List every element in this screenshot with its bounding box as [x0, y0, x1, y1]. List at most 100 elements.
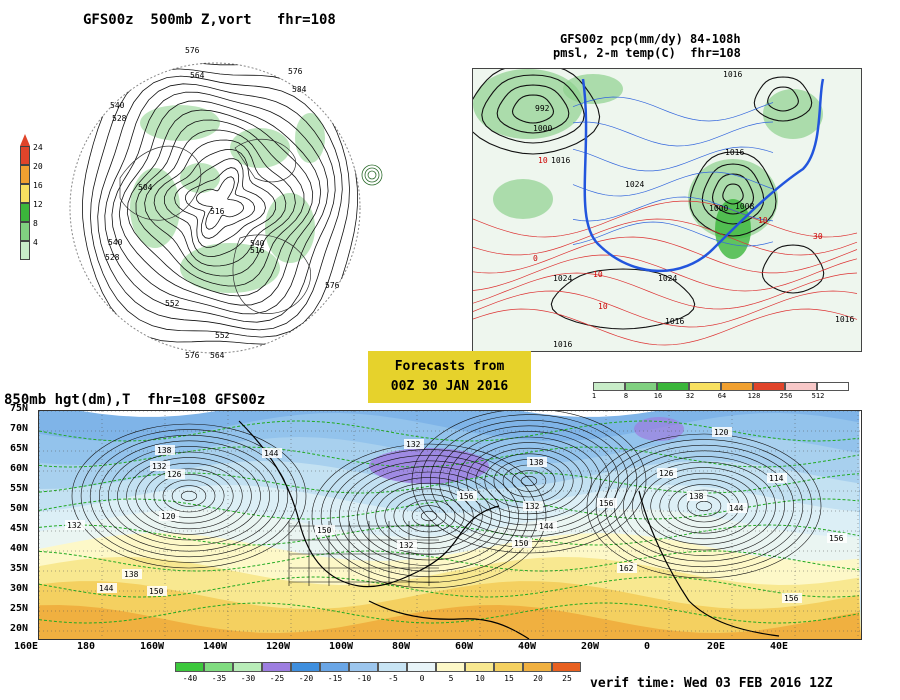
h850-height-label: 156 [599, 499, 614, 508]
h850-map: 138 132 126 120 132 144 132 138 156 132 120 126 138 1… [38, 410, 862, 640]
lat-label: 65N [10, 443, 29, 454]
pcp-colorbar-swatch [817, 382, 849, 391]
h850-colorbar-swatch [204, 662, 233, 672]
h850-height-label: 132 [399, 541, 414, 550]
polar-colorbar-graphic [20, 134, 30, 146]
h850-height-label: 120 [161, 512, 176, 521]
polar-contour-label: 540 [108, 238, 123, 247]
h850-colorbar-label: -15 [327, 674, 343, 683]
lat-label: 70N [10, 423, 29, 434]
lat-label: 75N [10, 403, 29, 414]
pcp-pressure-label: 992 [535, 104, 550, 113]
lon-label: 100W [329, 641, 354, 652]
h850-colorbar-swatch [407, 662, 436, 672]
h850-height-label: 132 [152, 462, 167, 471]
h850-colorbar-swatch [436, 662, 465, 672]
pcp-pressure-label: 1016 [835, 315, 854, 324]
h850-colorbar-swatch [291, 662, 320, 672]
h850-colorbar-swatch [233, 662, 262, 672]
polar-contour-label: 528 [112, 114, 127, 123]
h850-colorbar-swatch [523, 662, 552, 672]
polar-contour-label: 552 [215, 331, 230, 340]
h850-height-label: 138 [529, 458, 544, 467]
polar-scale-swatch [20, 203, 30, 222]
lat-label: 25N [10, 603, 29, 614]
polar-contour-label: 504 [138, 183, 153, 192]
pcp-title-line1: GFS00z pcp(mm/dy) 84-108h [560, 32, 741, 46]
polar-contour-label: 552 [165, 299, 180, 308]
h850-colorbar-swatch [465, 662, 494, 672]
lat-label: 55N [10, 483, 29, 494]
h850-height-label: 156 [459, 492, 474, 501]
polar-contour-label: 576 [288, 67, 303, 76]
pcp-pressure-label: 1024 [625, 180, 644, 189]
polar-scale-swatch [20, 222, 30, 241]
lat-label: 20N [10, 623, 29, 634]
h850-colorbar-swatch [552, 662, 581, 672]
pcp-pressure-label: 1016 [725, 148, 744, 157]
banner-line1: Forecasts from [394, 359, 505, 374]
lon-label: 20W [581, 641, 600, 652]
pcp-colorbar-swatch [657, 382, 689, 391]
polar-scale-label: 24 [33, 143, 43, 152]
banner-line2: 00Z 30 JAN 2016 [390, 379, 509, 394]
pcp-colorbar-swatch [625, 382, 657, 391]
h850-colorbar-label: 5 [448, 674, 454, 683]
h850-height-label: 150 [514, 539, 529, 548]
polar-scale-swatch [20, 165, 30, 184]
polar-scale-label: 4 [33, 238, 38, 247]
polar-scale-swatch [20, 184, 30, 203]
h850-height-label: 114 [769, 474, 784, 483]
polar-colorbar [16, 132, 56, 262]
lat-label: 45N [10, 523, 29, 534]
polar-scale-label: 20 [33, 162, 43, 171]
h850-height-label: 132 [406, 440, 421, 449]
h850-colorbar-label: -30 [240, 674, 256, 683]
h850-height-label: 120 [714, 428, 729, 437]
polar-500mb-map: 576 564 576 584 540 528 504 540 516 528 552 540 516 5… [60, 28, 390, 388]
polar-contour-label: 564 [210, 351, 225, 360]
latitude-axis: 75N 70N 65N 60N 55N 50N 45N 40N 35N 30N 25N 20N [2, 403, 38, 644]
pcp-colorbar-label: 256 [779, 392, 793, 400]
pcp-temp-label: 10 [538, 156, 548, 165]
pcp-colorbar-swatch [689, 382, 721, 391]
h850-height-label: 156 [829, 534, 844, 543]
polar-contour-label: 564 [190, 71, 205, 80]
h850-colorbar-label: -10 [356, 674, 372, 683]
h850-colorbar-label: 20 [533, 674, 543, 683]
pcp-colorbar-label: 512 [811, 392, 825, 400]
polar-scale-swatch [20, 146, 30, 165]
h850-height-label: 126 [167, 470, 182, 479]
h850-title: 850mb hgt(dm),T fhr=108 GFS00z [4, 392, 266, 408]
h850-height-label: 156 [784, 594, 799, 603]
polar-scale-label: 12 [33, 200, 43, 209]
h850-height-label: 138 [124, 570, 139, 579]
h850-height-label: 132 [67, 521, 82, 530]
h850-height-label: 144 [539, 522, 554, 531]
longitude-axis: 160E 180 160W 140W 120W 100W 80W 60W 40W 20W 0 20E 4… [14, 641, 880, 655]
h850-map-graphic: 1381321261201321441321381561321201261381… [39, 411, 861, 639]
lon-label: 40W [518, 641, 537, 652]
lon-label: 40E [770, 641, 789, 652]
lat-label: 30N [10, 583, 29, 594]
pcp-pressure-label: 1000 [533, 124, 552, 133]
pcp-temp-label: 30 [813, 232, 823, 241]
pcp-pressure-label: 1016 [553, 340, 572, 349]
h850-colorbar-swatch [378, 662, 407, 672]
pcp-title-line2: pmsl, 2-m temp(C) fhr=108 [553, 46, 741, 60]
h850-height-label: 144 [99, 584, 114, 593]
pcp-colorbar-label: 8 [623, 392, 629, 400]
polar-contour-label: 516 [210, 207, 225, 216]
pcp-pressure-label: 1016 [723, 70, 742, 79]
pcp-pressure-label: 1016 [665, 317, 684, 326]
lon-label: 120W [266, 641, 291, 652]
h850-colorbar-label: 15 [504, 674, 514, 683]
h850-colorbar-label: -25 [269, 674, 285, 683]
pcp-pmsl-map: 1016 992 1000 1016 1024 1016 1008 1000 1024 1024 1… [472, 68, 862, 352]
pcp-temp-label: 10 [598, 302, 608, 311]
lat-label: 40N [10, 543, 29, 554]
lon-label: 180 [77, 641, 96, 652]
lon-label: 60W [455, 641, 474, 652]
lon-label: 160W [140, 641, 165, 652]
